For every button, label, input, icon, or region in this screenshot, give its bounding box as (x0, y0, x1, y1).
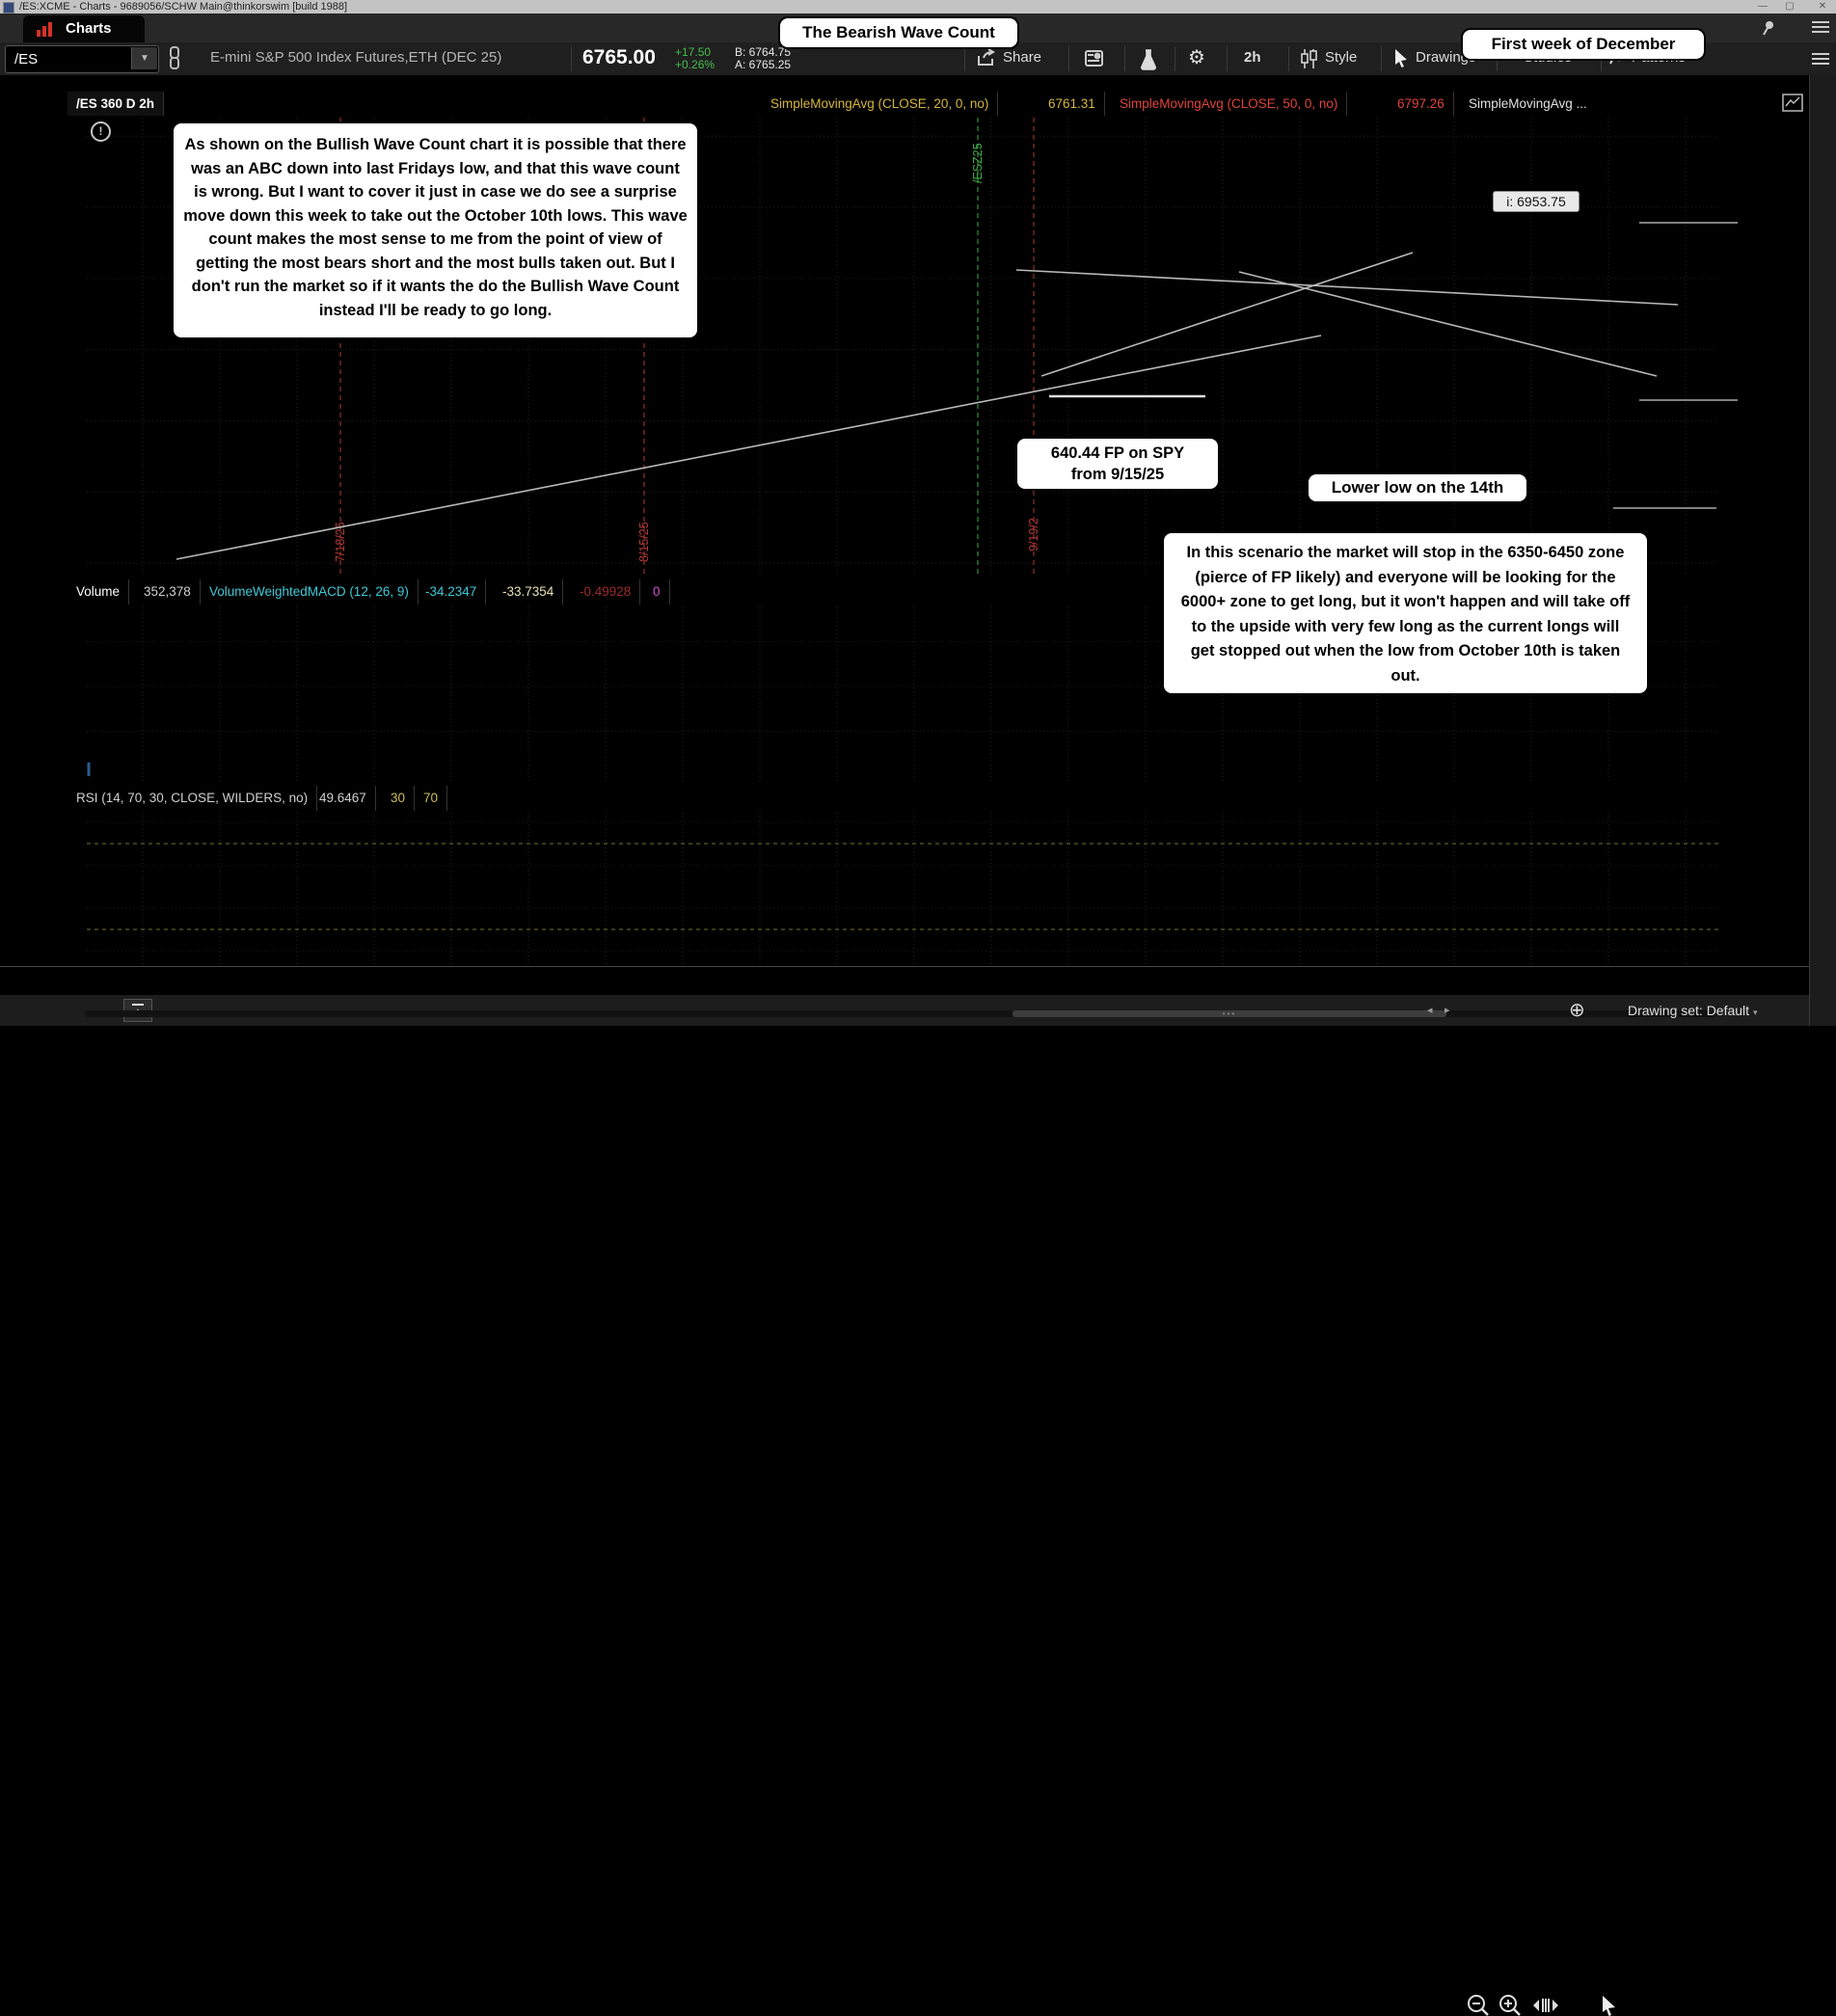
chart-bars-icon (37, 22, 58, 37)
symbol-value: /ES (14, 51, 39, 67)
symbol-input[interactable]: /ES ▼ (5, 45, 159, 73)
chart-mode-icon[interactable] (1782, 94, 1803, 113)
auto-scale-icon[interactable] (1531, 1996, 1560, 2015)
scroll-right-icon[interactable]: ▸ (1444, 1005, 1450, 1016)
chart-scrollbar[interactable]: ••• (85, 1010, 1716, 1018)
callout-analysis-note[interactable]: As shown on the Bullish Wave Count chart… (172, 121, 699, 339)
callout-lower-low[interactable]: Lower low on the 14th (1307, 472, 1528, 503)
price-tooltip: i: 6953.75 (1493, 191, 1580, 212)
callout-scenario-note[interactable]: In this scenario the market will stop in… (1162, 531, 1649, 695)
sma20-study[interactable]: SimpleMovingAvg (CLOSE, 20, 0, no) (762, 92, 999, 116)
window-title: /ES:XCME - Charts - 9689056/SCHW Main@th… (19, 1, 348, 13)
toolbar-menu-icon[interactable] (1812, 53, 1829, 67)
scrollbar-thumb[interactable]: ••• (1012, 1010, 1446, 1018)
status-row: /ES 360 D 2h SimpleMovingAvg (CLOSE, 20,… (0, 92, 1836, 116)
svg-text:/ESZ25: /ESZ25 (971, 143, 985, 183)
link-icon[interactable] (166, 46, 183, 71)
instrument-cell[interactable]: /ES 360 D 2h (68, 92, 165, 116)
share-icon (978, 48, 995, 66)
drawing-set-selector[interactable]: Drawing set: Default ▾ (1628, 1003, 1758, 1018)
macd-zero-value: 0 (644, 579, 670, 605)
gadget-sidebar (1809, 75, 1836, 1026)
callout-bearish-wave-count[interactable]: The Bearish Wave Count (778, 16, 1019, 49)
window-titlebar: /ES:XCME - Charts - 9689056/SCHW Main@th… (0, 0, 1836, 13)
drawings-button[interactable]: Drawings (1416, 49, 1476, 66)
rsi-pane-header: RSI (14, 70, 30, CLOSE, WILDERS, no) 49.… (0, 786, 1716, 811)
news-info-icon[interactable] (1084, 48, 1107, 69)
callout-fp-spy[interactable]: 640.44 FP on SPY from 9/15/25 (1015, 437, 1220, 491)
last-price: 6765.00 (582, 46, 656, 68)
pointer-icon[interactable] (1599, 1995, 1618, 2016)
date-axis[interactable] (0, 966, 1809, 996)
timeframe-button[interactable]: 2h (1244, 49, 1261, 66)
share-button[interactable]: Share (1003, 49, 1042, 66)
macd-study-label[interactable]: VolumeWeightedMACD (12, 26, 9) (201, 579, 418, 605)
macd-hist-value: -0.49928 (571, 579, 641, 605)
volume-value: 352,378 (135, 579, 201, 605)
macd-signal-value: -33.7354 (494, 579, 564, 605)
rsi-study-label[interactable]: RSI (14, 70, 30, CLOSE, WILDERS, no) (68, 786, 318, 811)
app-icon (3, 2, 14, 13)
crosshair-icon[interactable]: ⊕ (1569, 1000, 1585, 1021)
exclamation-icon[interactable]: ! (91, 121, 111, 142)
rsi-overbought-value: 70 (415, 786, 448, 811)
cursor-icon (1395, 49, 1407, 67)
sma50-value: 6797.26 (1389, 92, 1454, 116)
instrument-description: E-mini S&P 500 Index Futures,ETH (DEC 25… (210, 49, 502, 66)
sma50-study[interactable]: SimpleMovingAvg (CLOSE, 50, 0, no) (1111, 92, 1348, 116)
zoom-out-icon[interactable] (1466, 1993, 1491, 2016)
svg-text:8/15/25: 8/15/25 (637, 522, 651, 562)
chevron-down-icon[interactable]: ▼ (131, 47, 157, 69)
minimize-button[interactable]: — (1758, 1, 1768, 12)
svg-text:9/19/2: 9/19/2 (1027, 518, 1040, 551)
maximize-button[interactable]: ▢ (1785, 1, 1795, 12)
candles-icon (1301, 49, 1317, 68)
zoom-in-icon[interactable] (1498, 1993, 1523, 2016)
volume-study-label[interactable]: Volume (68, 579, 130, 605)
gear-icon[interactable]: ⚙ (1188, 47, 1205, 68)
bid-ask: B: 6764.75 A: 6765.25 (735, 45, 792, 71)
sma20-value: 6761.31 (1040, 92, 1105, 116)
tab-charts[interactable]: Charts (23, 15, 145, 42)
flask-icon[interactable] (1138, 48, 1159, 71)
rsi-value: 49.6467 (310, 786, 376, 811)
pin-icon[interactable] (1759, 18, 1778, 38)
style-button[interactable]: Style (1325, 49, 1358, 66)
sma-more-study[interactable]: SimpleMovingAvg ... (1469, 96, 1587, 111)
svg-text:7/18/25: 7/18/25 (334, 522, 347, 562)
scroll-left-icon[interactable]: ◂ (1427, 1005, 1433, 1016)
bottom-toolbar: ▲ ••• ◂ ▸ ⊕ Drawing set: Default ▾ (0, 995, 1836, 2016)
tab-charts-label: Charts (66, 20, 112, 37)
price-change: +17.50 +0.26% (675, 45, 716, 71)
rsi-oversold-value: 30 (382, 786, 416, 811)
close-icon[interactable]: ✕ (1818, 1, 1827, 12)
list-menu-icon[interactable] (1812, 21, 1829, 36)
callout-first-week-december[interactable]: First week of December (1461, 28, 1706, 61)
macd-value: -34.2347 (417, 579, 487, 605)
